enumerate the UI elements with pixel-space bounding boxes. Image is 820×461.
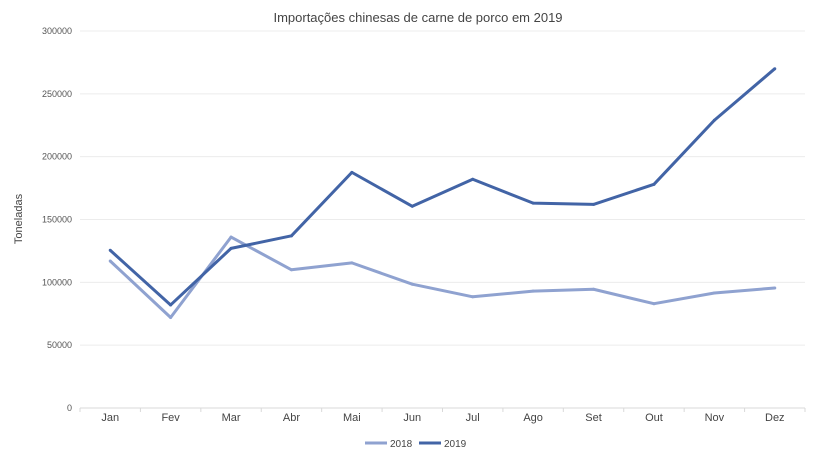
data-point-2019 [471, 177, 475, 181]
data-point-2019 [229, 246, 233, 250]
chart-title: Importações chinesas de carne de porco e… [273, 10, 562, 25]
legend-label: 2019 [444, 439, 467, 450]
y-tick-label: 50000 [47, 340, 72, 350]
data-point-2019 [652, 182, 656, 186]
data-point-2018 [229, 235, 233, 239]
data-point-2019 [773, 67, 777, 71]
data-point-2019 [531, 201, 535, 205]
legend-label: 2018 [390, 439, 413, 450]
y-tick-label: 200000 [42, 152, 72, 162]
y-tick-label: 250000 [42, 89, 72, 99]
data-point-2018 [289, 268, 293, 272]
y-tick-label: 100000 [42, 277, 72, 287]
x-tick-label: Fev [161, 412, 180, 424]
data-point-2019 [410, 204, 414, 208]
x-tick-label: Jun [403, 412, 421, 424]
data-point-2018 [108, 259, 112, 263]
data-point-2018 [712, 291, 716, 295]
x-tick-label: Set [585, 412, 602, 424]
data-point-2018 [471, 295, 475, 299]
x-tick-label: Ago [523, 412, 543, 424]
data-point-2019 [108, 248, 112, 252]
data-point-2018 [531, 289, 535, 293]
x-tick-label: Out [645, 412, 663, 424]
x-tick-label: Nov [705, 412, 725, 424]
x-tick-label: Jan [101, 412, 119, 424]
data-point-2019 [169, 303, 173, 307]
y-tick-label: 150000 [42, 215, 72, 225]
x-tick-label: Jul [466, 412, 480, 424]
y-axis-label: Toneladas [13, 193, 25, 244]
data-point-2018 [410, 282, 414, 286]
y-tick-label: 300000 [42, 26, 72, 36]
series-line-2019 [109, 67, 776, 307]
y-tick-label: 0 [67, 403, 72, 413]
data-point-2019 [592, 202, 596, 206]
data-point-2018 [592, 287, 596, 291]
x-tick-label: Mai [343, 412, 361, 424]
data-point-2019 [712, 118, 716, 122]
x-tick-label: Dez [765, 412, 785, 424]
data-point-2018 [773, 286, 777, 290]
data-point-2018 [652, 302, 656, 306]
data-point-2019 [289, 234, 293, 238]
data-point-2018 [169, 316, 173, 320]
data-point-2019 [350, 170, 354, 174]
data-point-2018 [350, 261, 354, 265]
x-tick-label: Mar [222, 412, 241, 424]
x-tick-label: Abr [283, 412, 300, 424]
series-line-2018 [109, 235, 775, 320]
